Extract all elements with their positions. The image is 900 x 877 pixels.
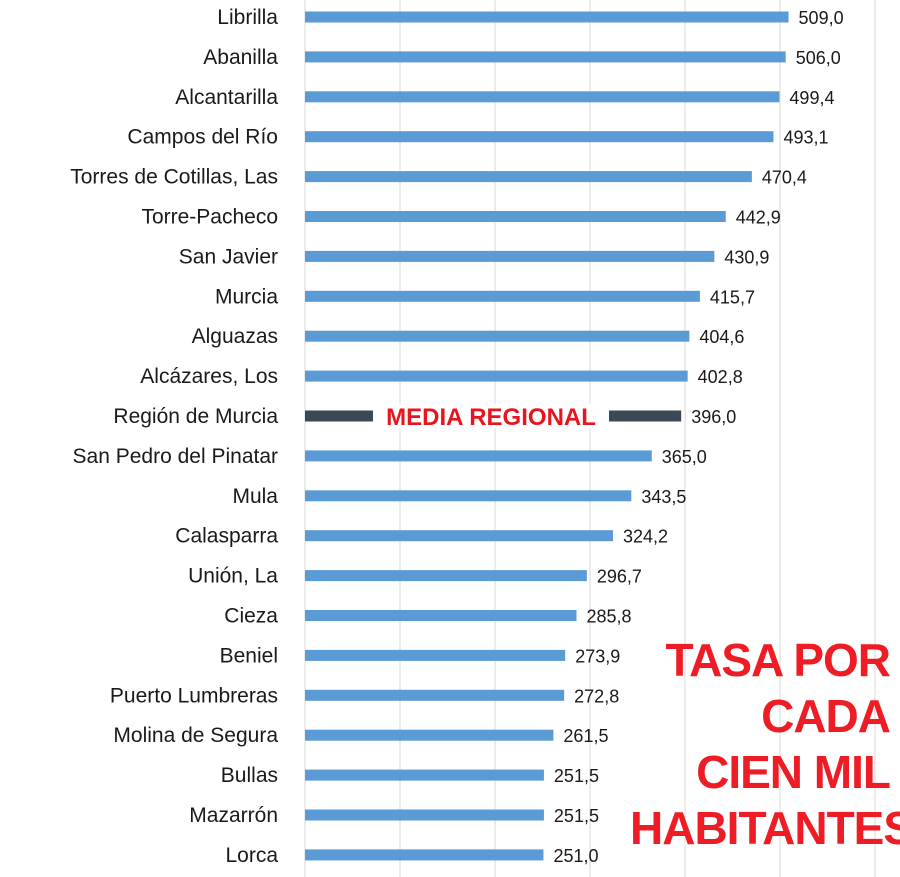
category-label: Unión, La [188, 565, 278, 588]
category-label: Cieza [224, 605, 278, 628]
bar [305, 530, 613, 542]
value-label: 509,0 [799, 8, 844, 28]
value-label: 470,4 [762, 168, 807, 188]
bar [305, 370, 688, 382]
bar [305, 290, 700, 302]
value-label: 272,8 [574, 686, 619, 706]
category-label: San Javier [179, 245, 278, 268]
category-label: Alcantarilla [175, 86, 278, 109]
bar [305, 450, 652, 462]
bar [305, 11, 789, 23]
value-label: 251,0 [553, 846, 598, 866]
bar [305, 769, 544, 781]
bar [305, 849, 544, 861]
category-label: Librilla [217, 6, 278, 29]
category-label: Abanilla [203, 46, 278, 69]
bar [305, 689, 565, 701]
value-label: 442,9 [736, 208, 781, 228]
bar [305, 91, 780, 103]
bar [305, 729, 554, 741]
category-label: Calasparra [175, 525, 278, 548]
category-label: Molina de Segura [113, 724, 278, 747]
category-label: Bullas [221, 764, 278, 787]
rate-annotation-line-2: CADA [761, 690, 891, 742]
category-label: Mazarrón [189, 804, 278, 827]
category-label: Murcia [215, 285, 278, 308]
category-label: Torres de Cotillas, Las [70, 166, 278, 189]
value-label: 499,4 [789, 88, 834, 108]
bar [305, 211, 726, 222]
rate-annotation-line-3: CIEN MIL [696, 746, 891, 798]
rate-annotation: TASA POR CADA CIEN MIL HABITANTES [630, 632, 900, 856]
bar [305, 610, 577, 621]
bar [305, 809, 544, 821]
value-label: 493,1 [783, 128, 828, 148]
category-label: Mula [232, 485, 278, 508]
value-label: 430,9 [724, 247, 769, 267]
bar [305, 131, 774, 143]
value-label: 273,9 [575, 646, 620, 666]
bar [305, 171, 752, 183]
bar [305, 649, 566, 661]
value-label: 261,5 [563, 726, 608, 746]
category-label: Campos del Río [127, 126, 278, 149]
value-label: 285,8 [587, 607, 632, 627]
category-label: Lorca [225, 844, 278, 867]
category-label: Torre-Pacheco [141, 206, 278, 229]
rate-annotation-line-1: TASA POR [665, 634, 891, 686]
bar [305, 250, 715, 262]
value-label: 506,0 [796, 48, 841, 68]
category-label: Puerto Lumbreras [110, 684, 278, 707]
rate-annotation-line-4: HABITANTES [630, 802, 900, 854]
value-label: 402,8 [698, 367, 743, 387]
value-label: 396,0 [691, 407, 736, 427]
category-label: Alcázares, Los [140, 365, 278, 388]
value-label: 404,6 [699, 327, 744, 347]
bar [305, 330, 690, 342]
bar [305, 51, 786, 63]
value-label: 251,5 [554, 766, 599, 786]
media-regional-label: MEDIA REGIONAL [386, 404, 596, 431]
bar [305, 570, 587, 582]
category-label: San Pedro del Pinatar [73, 445, 278, 468]
value-label: 324,2 [623, 527, 668, 547]
category-label: Beniel [220, 644, 278, 667]
value-label: 343,5 [641, 487, 686, 507]
value-label: 296,7 [597, 567, 642, 587]
value-label: 251,5 [554, 806, 599, 826]
category-label: Región de Murcia [113, 405, 278, 428]
value-label: 365,0 [662, 447, 707, 467]
category-label: Alguazas [192, 325, 278, 348]
media-label-background [373, 404, 609, 428]
bar [305, 490, 632, 502]
value-label: 415,7 [710, 287, 755, 307]
